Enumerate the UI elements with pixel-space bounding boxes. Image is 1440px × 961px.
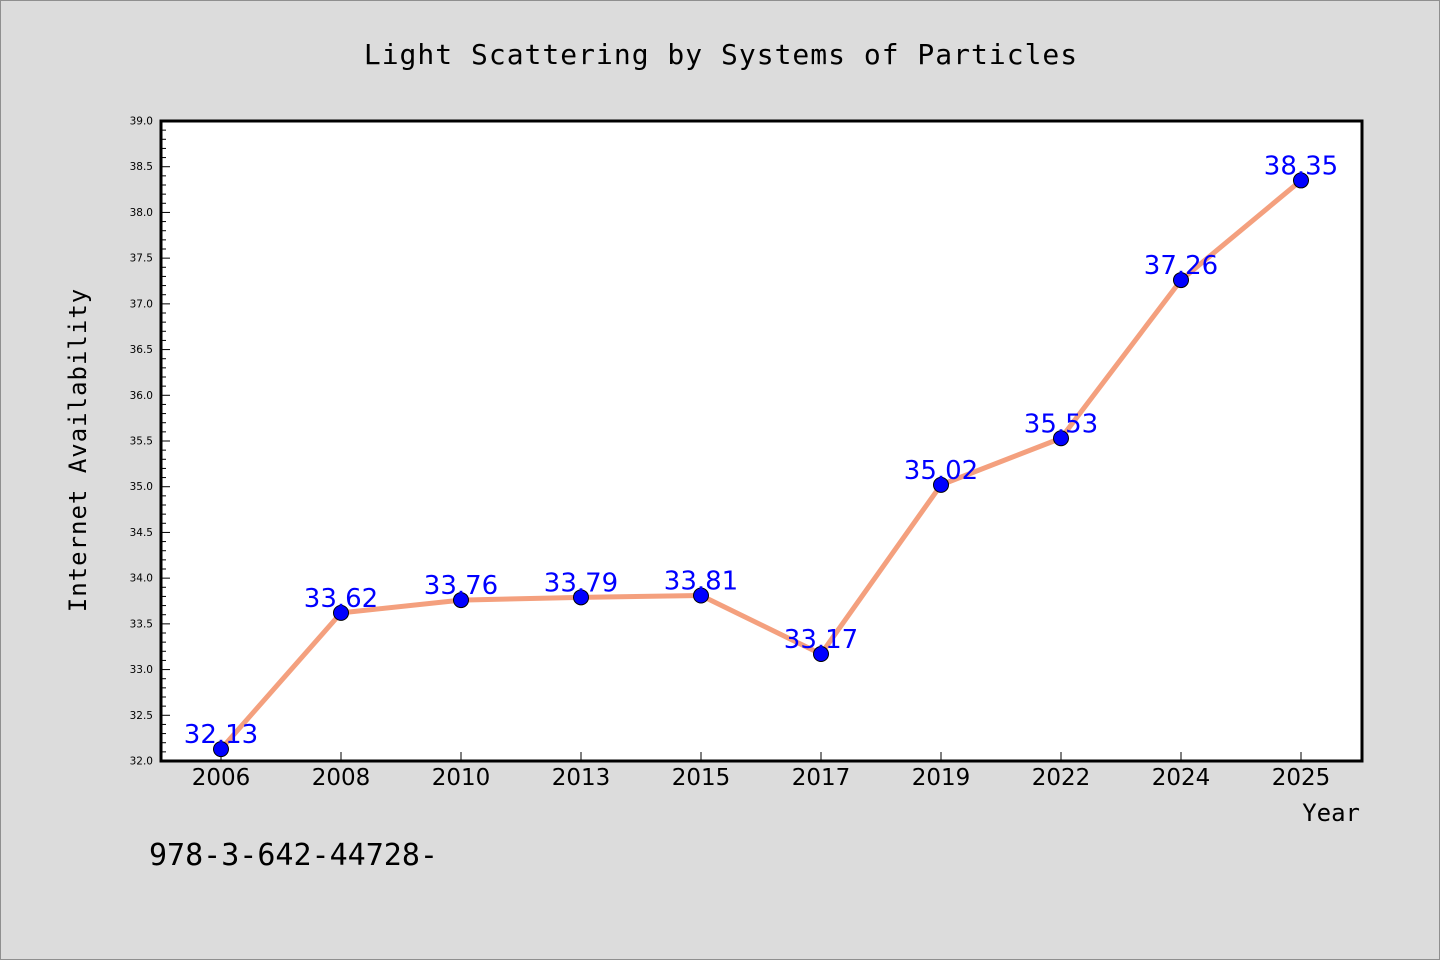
x-tick-label: 2006	[192, 765, 251, 791]
data-label: 35.02	[904, 456, 978, 486]
data-label: 33.62	[304, 584, 378, 614]
markers-group	[213, 172, 1309, 758]
x-tick-label: 2015	[672, 765, 731, 791]
data-label: 33.79	[544, 568, 618, 598]
y-tick-label: 36.5	[130, 344, 153, 356]
data-label: 35.53	[1024, 409, 1098, 439]
x-tick-label: 2008	[312, 765, 371, 791]
y-tick-label: 38.0	[130, 207, 153, 219]
data-point-marker	[333, 604, 349, 621]
y-tick-label: 36.0	[130, 390, 153, 402]
y-axis-label: Internet Availability	[64, 288, 92, 612]
data-label: 33.76	[424, 571, 498, 601]
data-label: 32.13	[184, 720, 258, 750]
axes-group: 32.0 32.5 33.0 33.5 34.0 34.5 35.0 35.5 36.0 36.5…	[130, 116, 1331, 792]
y-tick-label: 32.0	[130, 756, 153, 768]
plot-frame	[159, 119, 1364, 763]
plot-area	[161, 121, 1362, 761]
y-tick-label: 39.0	[130, 116, 153, 128]
x-tick-label: 2022	[1032, 765, 1091, 791]
data-point-marker	[693, 587, 709, 604]
y-tick-label: 34.5	[130, 527, 153, 539]
data-point-marker	[573, 589, 589, 606]
x-axis-label: Year	[1302, 799, 1360, 827]
data-label: 33.81	[664, 567, 738, 597]
data-labels-group: 32.13 33.62 33.76 33.79 33.81 33.17 35.02 35.53…	[184, 151, 1338, 750]
y-tick-label: 33.5	[130, 618, 153, 630]
y-tick-label: 34.0	[130, 573, 153, 585]
y-tick-label: 35.5	[130, 436, 153, 448]
y-tick-label: 35.0	[130, 481, 153, 493]
x-tick-label: 2017	[792, 765, 851, 791]
y-tick-label: 38.5	[130, 161, 153, 173]
x-tick-label: 2025	[1272, 765, 1331, 791]
x-tick-label: 2024	[1152, 765, 1211, 791]
data-point-marker	[1053, 430, 1069, 447]
data-point-marker	[213, 741, 229, 758]
data-point-marker	[1173, 272, 1189, 289]
data-point-marker	[933, 476, 949, 493]
x-tick-label: 2010	[432, 765, 491, 791]
y-tick-label: 37.0	[130, 298, 153, 310]
y-tick-label: 37.5	[130, 253, 153, 265]
data-label: 33.17	[784, 625, 858, 655]
chart-title: Light Scattering by Systems of Particles	[364, 38, 1078, 71]
data-point-marker	[1293, 172, 1309, 189]
x-tick-label: 2019	[912, 765, 971, 791]
data-label: 38.35	[1264, 151, 1338, 181]
data-point-marker	[813, 646, 829, 663]
series-line	[218, 177, 1304, 752]
y-tick-label: 32.5	[130, 710, 153, 722]
data-label: 37.26	[1144, 251, 1218, 281]
data-point-marker	[453, 592, 469, 609]
footer-isbn-text: 978-3-642-44728-	[149, 838, 438, 873]
y-tick-label: 33.0	[130, 664, 153, 676]
series-line-group	[218, 177, 1304, 752]
x-tick-label: 2013	[552, 765, 611, 791]
